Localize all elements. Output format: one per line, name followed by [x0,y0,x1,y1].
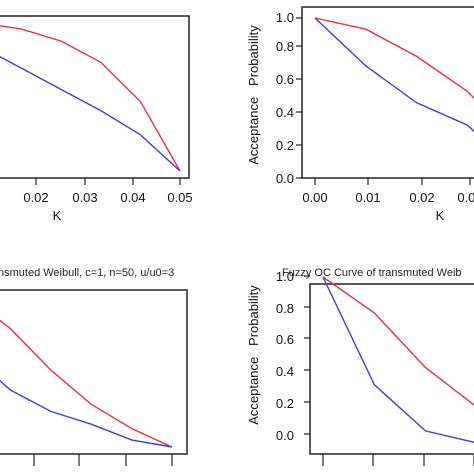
x-axis-label: K [436,208,445,223]
y-tick-label: 0.8 [276,39,294,54]
plot-frame [309,283,474,455]
y-tick-label: 0.4 [276,364,294,379]
plot-frame [301,6,474,179]
x-tick-label: 0.04 [120,190,145,205]
x-tick-label: 0.01 [355,190,380,205]
series-red-line [314,17,474,100]
y-axis-label: Acceptance Probability [246,285,261,425]
y-tick-label: 1.0 [276,269,294,284]
y-tick-label: 0.0 [276,428,294,443]
series-blue-line [0,379,173,448]
x-tick-label: 0.02 [409,190,434,205]
panel-top-right: 0.0 0.2 0.4 0.6 0.8 1.0 0.00 0.01 0.02 0… [246,6,474,223]
series-blue-line [322,276,474,443]
plot-frame [0,15,190,179]
y-tick-label: 0.2 [276,396,294,411]
panel-top-left: 0.02 0.03 0.04 0.05 K [0,15,193,223]
x-axis-label: K [53,208,62,223]
y-axis-label: Acceptance Probability [246,25,261,165]
y-tick-label: 0.2 [276,138,294,153]
series-red-line [0,319,173,448]
y-tick-label: 0.6 [276,332,294,347]
series-blue-line [0,55,181,172]
y-tick-label: 0.0 [276,171,294,186]
series-red-line [322,276,474,406]
x-tick-label: 0.03 [457,190,474,205]
x-tick-label: 0.02 [23,190,48,205]
y-tick-label: 0.6 [276,72,294,87]
x-tick-label: 0.00 [302,190,327,205]
y-tick-label: 1.0 [276,10,294,25]
x-tick-label: 0.03 [72,190,97,205]
y-tick-label: 0.4 [276,105,294,120]
y-tick-label: 0.8 [276,301,294,316]
panel-bottom-right: Fuzzy OC Curve of transmuted Weib 0.0 0.… [246,267,474,466]
series-blue-line [314,17,474,133]
panel-title: Fuzzy OC Curve of transmuted Weib [282,267,462,279]
plot-frame [0,289,188,455]
panel-title: nsmuted Weibull, c=1, n=50, u/u0=3 [0,267,174,279]
x-tick-label: 0.05 [167,190,192,205]
panel-bottom-left: nsmuted Weibull, c=1, n=50, u/u0=3 [0,267,188,466]
series-red-line [0,25,181,172]
